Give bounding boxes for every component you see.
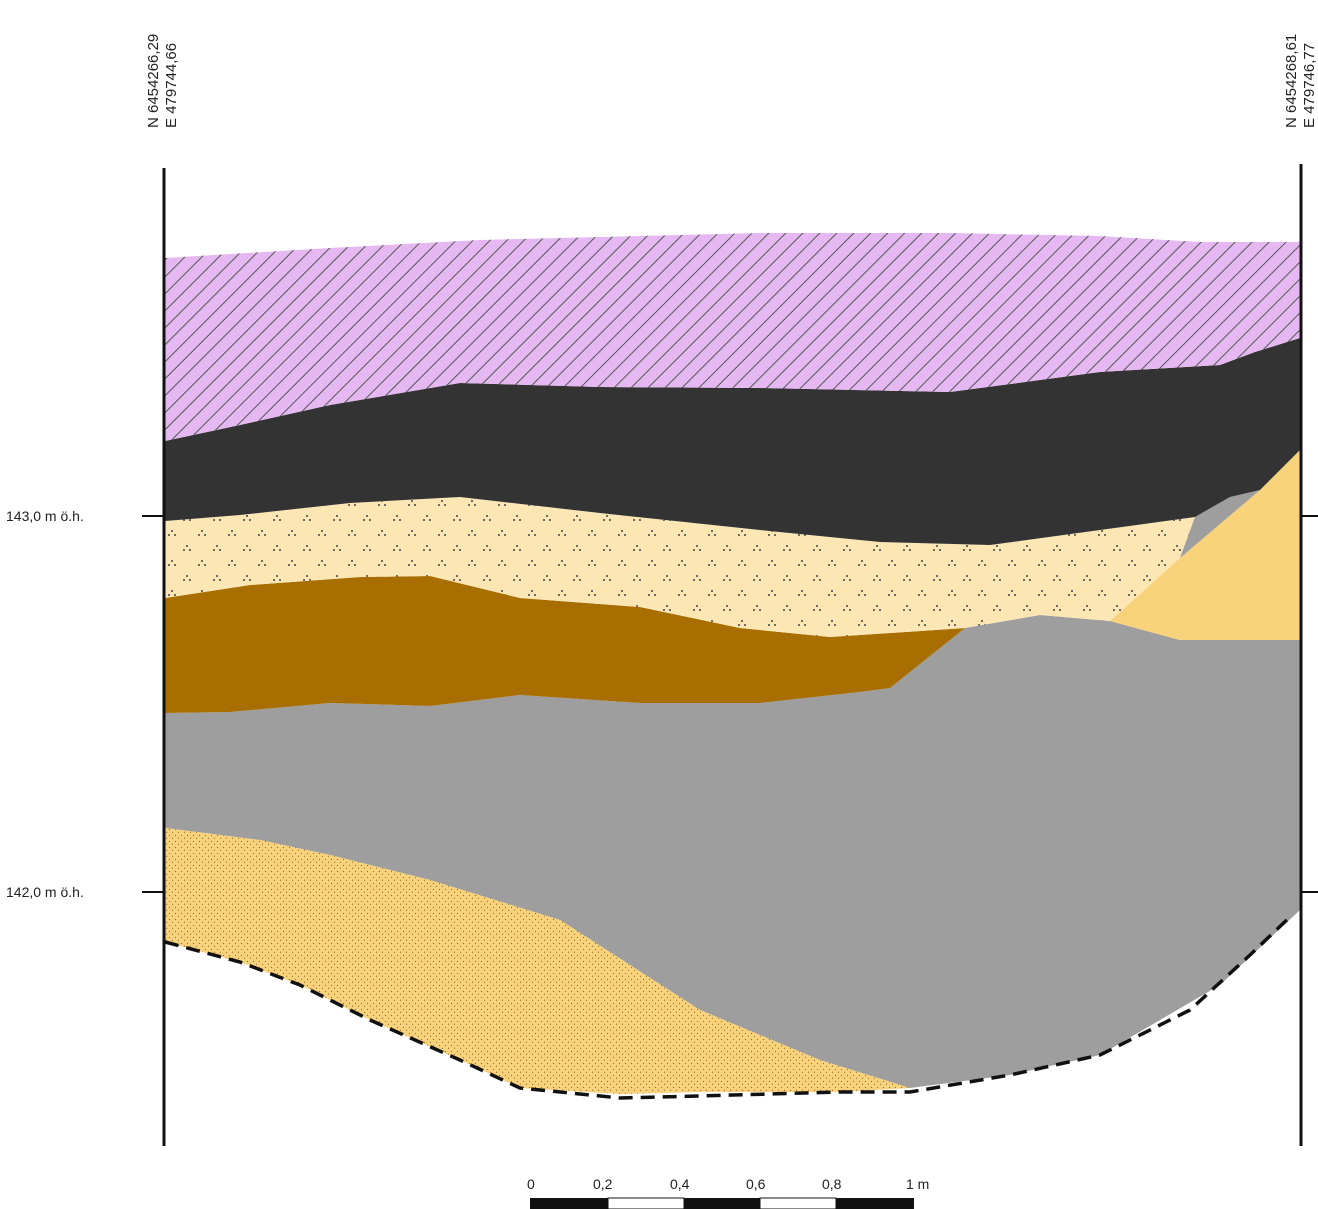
right-east-coord: E 479746,77	[1301, 43, 1318, 128]
excavation-bottom-dashed-line	[164, 913, 1294, 1100]
scale-label-0-2: 0,2	[593, 1176, 613, 1192]
dark-humus-layer	[165, 338, 1300, 545]
grey-clay-layer	[165, 615, 1300, 1088]
orange-sand-lens	[1110, 450, 1300, 640]
scale-label-0-8: 0,8	[822, 1176, 842, 1192]
pale-sand-layer	[165, 497, 1195, 637]
elevation-label-142: 142,0 m ö.h.	[6, 884, 84, 900]
elevation-label-143: 143,0 m ö.h.	[6, 508, 84, 524]
soil-layers	[165, 233, 1300, 1094]
scale-bar: 0 0,2 0,4 0,6 0,8 1 m	[527, 1176, 929, 1209]
speckled-sand-layer	[165, 828, 910, 1094]
left-east-coord: E 479744,66	[163, 43, 180, 128]
right-north-coord: N 6454268,61	[1283, 34, 1300, 128]
brown-sand-layer	[165, 576, 965, 713]
scale-label-1m: 1 m	[906, 1176, 929, 1192]
left-north-coord: N 6454266,29	[145, 34, 162, 128]
scale-label-0-4: 0,4	[670, 1176, 690, 1192]
scale-label-0-6: 0,6	[746, 1176, 766, 1192]
grey-wedge	[1180, 450, 1300, 558]
topsoil-hatched-layer	[165, 233, 1300, 441]
scale-label-0: 0	[527, 1176, 535, 1192]
